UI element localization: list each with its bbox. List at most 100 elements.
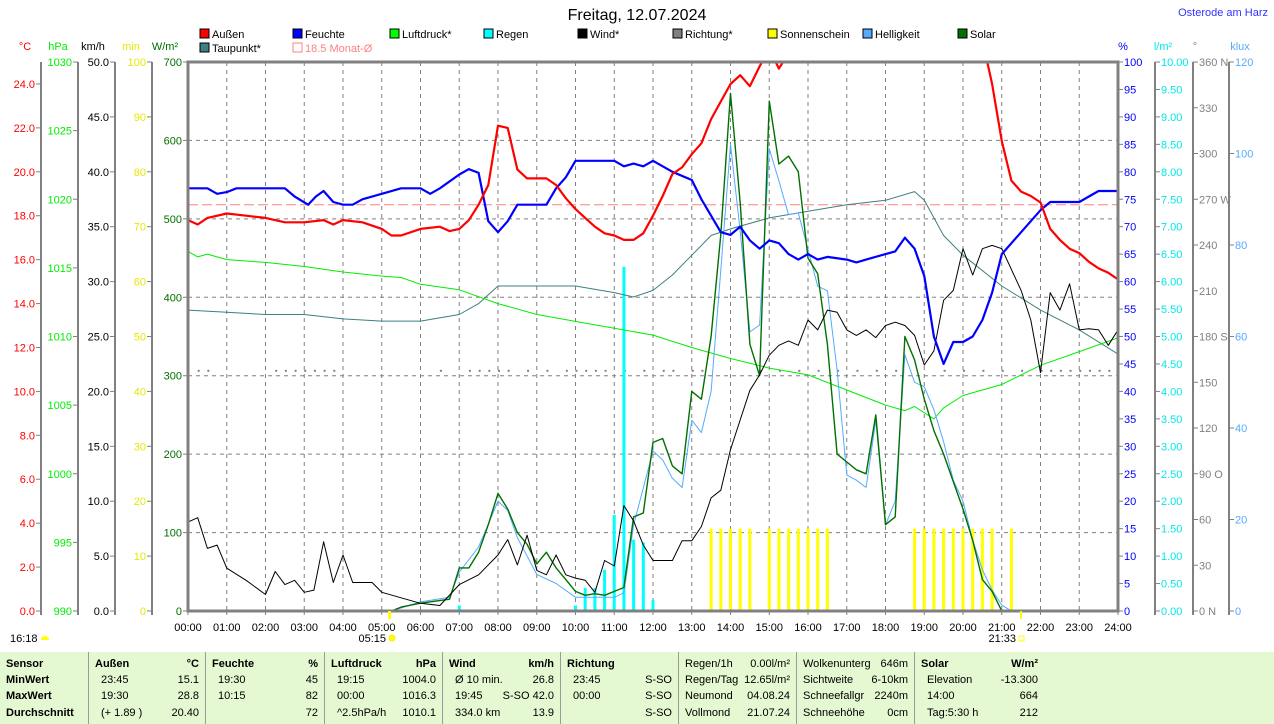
- x-tick-label: 05:00: [368, 622, 396, 634]
- sunset-label: 21:33: [988, 633, 1016, 645]
- axis-unit: l/m²: [1154, 41, 1173, 53]
- axis-tick-label: 400: [164, 292, 182, 304]
- axis-tick-label: 3.00: [1161, 441, 1182, 453]
- axis-tick-label: 30: [1199, 560, 1211, 572]
- direction-point: [478, 369, 481, 372]
- direction-point: [1001, 369, 1004, 372]
- direction-point: [1098, 369, 1101, 372]
- axis-tick-label: 40: [134, 386, 146, 398]
- legend-swatch: [577, 28, 588, 39]
- axis-tick-label: 65: [1124, 249, 1136, 261]
- stats-cell: 23:45: [573, 674, 601, 686]
- direction-point: [1079, 369, 1082, 372]
- direction-point: [468, 369, 471, 372]
- axis-tick-label: 9.50: [1161, 84, 1182, 96]
- axis-tick-label: 95: [1124, 84, 1136, 96]
- direction-point: [275, 369, 278, 372]
- x-tick-label: 23:00: [1065, 622, 1093, 634]
- legend-item: Feuchte: [292, 28, 345, 41]
- stats-column: Luftdruck hPa 19:15 1004.0 00:00 1016.3 ^2.5hP…: [324, 652, 442, 724]
- series-line-luftdruck: [188, 250, 1118, 420]
- axis-tick-label: 10.00: [1161, 57, 1189, 69]
- rain-bar: [632, 539, 636, 611]
- stats-cell: 21.07.24: [747, 707, 790, 719]
- axis-tick-label: 0: [176, 606, 182, 618]
- axis-tick-label: 24.0: [14, 79, 35, 91]
- stats-cell: 19:15: [337, 674, 365, 686]
- x-tick-label: 21:00: [988, 622, 1016, 634]
- sunshine-bar: [796, 528, 800, 611]
- axis-tick-label: 35.0: [88, 222, 109, 234]
- legend-item: Solar: [957, 28, 996, 41]
- sunshine-bar: [932, 528, 936, 611]
- sunshine-bar: [951, 528, 955, 611]
- axis-tick-label: 360 N: [1199, 57, 1228, 69]
- stats-column: Solar W/m² Elevation -13.300 14:00 664 Tag:5:3…: [914, 652, 1044, 724]
- axis-tick-label: 18.0: [14, 211, 35, 223]
- axis-tick-label: 20.0: [88, 386, 109, 398]
- series-line-solar: [188, 92, 1118, 611]
- axis-tick-label: 600: [164, 135, 182, 147]
- direction-point: [1088, 369, 1091, 372]
- axis-tick-label: 25.0: [88, 332, 109, 344]
- rain-bar: [612, 514, 616, 611]
- axis-tick-label: 500: [164, 214, 182, 226]
- direction-point: [982, 369, 985, 372]
- rain-bar: [622, 266, 626, 611]
- direction-point: [875, 369, 878, 372]
- stats-cell: 6-10km: [871, 674, 908, 686]
- stats-cell: 14:00: [927, 690, 955, 702]
- direction-point: [1050, 369, 1053, 372]
- axis-tick-label: 50: [134, 332, 146, 344]
- axis-tick-label: 15.0: [88, 441, 109, 453]
- axis-tick-label: 30.0: [88, 277, 109, 289]
- axis-tick-label: 20: [1235, 515, 1247, 527]
- sunshine-bar: [806, 528, 810, 611]
- axis-tick-label: 1.50: [1161, 524, 1182, 536]
- series-line-feuchte: [188, 159, 1118, 365]
- legend-label: Wind*: [590, 29, 620, 41]
- legend-item: Helligkeit: [862, 28, 920, 41]
- stats-cell: -13.300: [1000, 674, 1038, 686]
- legend-label: Regen: [496, 29, 528, 41]
- stats-cell: MinWert: [6, 674, 50, 686]
- axis-tick-label: 90 O: [1199, 469, 1223, 481]
- axis-tick-label: 180 S: [1199, 332, 1228, 344]
- axis-tick-label: 1025: [48, 126, 72, 138]
- direction-point: [1069, 369, 1072, 372]
- axis-tick-label: 6.0: [20, 474, 35, 486]
- legend-item: Richtung*: [672, 28, 733, 41]
- series-line-außen: [188, 62, 1118, 281]
- direction-point: [856, 369, 859, 372]
- stats-cell: 00:00: [337, 690, 365, 702]
- daylength-label: 16:18: [10, 633, 38, 645]
- stats-cell: 20.40: [171, 707, 199, 719]
- axis-tick-label: 0: [140, 606, 146, 618]
- direction-point: [333, 369, 336, 372]
- stats-cell: 26.8: [532, 674, 554, 686]
- rain-bar: [641, 542, 645, 611]
- stats-cell: 23:45: [101, 674, 129, 686]
- location-link[interactable]: Osterode am Harz: [1178, 7, 1268, 19]
- sunshine-bar: [990, 528, 994, 611]
- sunshine-bar: [1009, 528, 1013, 611]
- legend-label: 18.5 Monat-Ø: [305, 43, 373, 55]
- stats-cell: 19:45: [455, 690, 483, 702]
- axis-tick-label: 10: [1124, 551, 1136, 563]
- axis-tick-label: 100: [128, 57, 146, 69]
- direction-point: [691, 369, 694, 372]
- axis-tick-label: 210: [1199, 286, 1217, 298]
- stats-header: 0.00l/m²: [750, 658, 790, 670]
- axis-lux: klux 0 20 40 60 80 100 120: [1228, 41, 1253, 618]
- axis-tick-label: 0: [1235, 606, 1241, 618]
- axis-unit: km/h: [81, 41, 105, 53]
- sunshine-bar: [922, 528, 926, 611]
- axis-tick-label: 1015: [48, 263, 72, 275]
- legend-label: Außen: [212, 29, 244, 41]
- axes: °C 0.0 2.0 4.0 6.0 8.0 10.0 12.0 14.0 16.0 18.0 20.…: [14, 41, 1254, 618]
- direction-point: [527, 369, 530, 372]
- stats-cell: Vollmond: [685, 707, 731, 719]
- legend-swatch: [199, 28, 210, 39]
- direction-point: [643, 369, 646, 372]
- axis-tick-label: 1000: [48, 469, 72, 481]
